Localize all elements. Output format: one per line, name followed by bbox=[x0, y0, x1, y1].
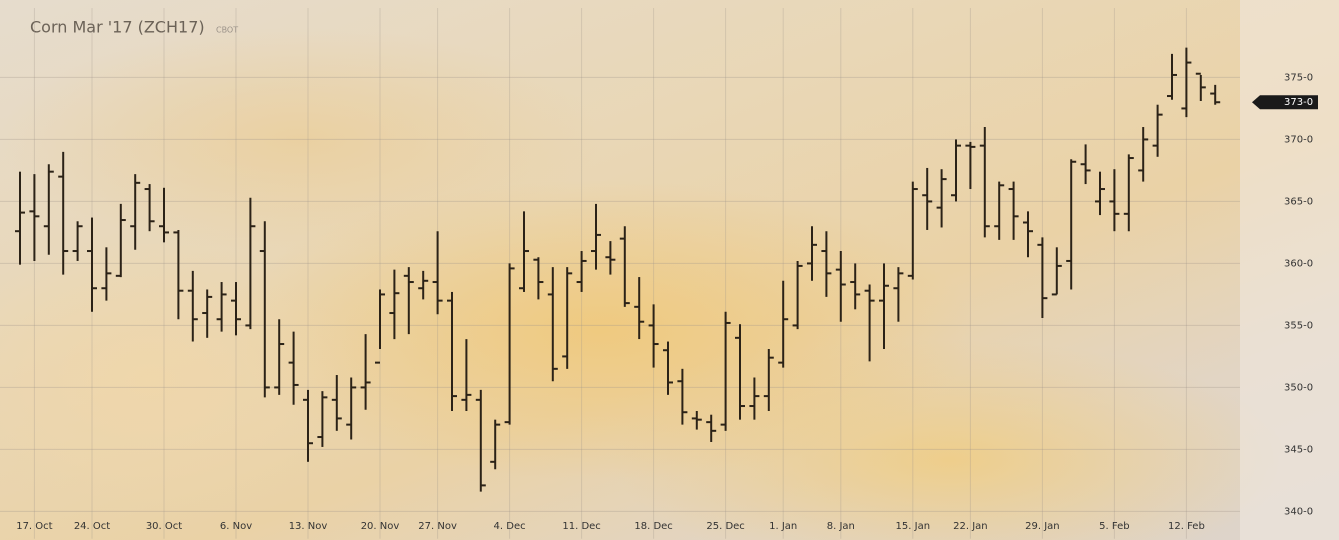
x-tick-label: 29. Jan bbox=[1025, 521, 1060, 532]
x-tick-label: 27. Nov bbox=[418, 521, 457, 532]
y-tick-label: 345-0 bbox=[1284, 444, 1313, 455]
x-tick-label: 4. Dec bbox=[494, 521, 526, 532]
chart-subtitle: CBOT bbox=[216, 26, 238, 35]
x-tick-label: 25. Dec bbox=[706, 521, 744, 532]
chart-title: Corn Mar '17 (ZCH17) bbox=[30, 18, 205, 37]
x-tick-label: 5. Feb bbox=[1099, 521, 1129, 532]
y-tick-label: 340-0 bbox=[1284, 506, 1313, 517]
x-tick-label: 24. Oct bbox=[74, 521, 110, 532]
x-tick-label: 20. Nov bbox=[361, 521, 400, 532]
x-tick-label: 22. Jan bbox=[953, 521, 988, 532]
axis-panel bbox=[1240, 0, 1339, 540]
x-tick-label: 12. Feb bbox=[1168, 521, 1205, 532]
y-tick-label: 350-0 bbox=[1284, 382, 1313, 393]
x-tick-label: 18. Dec bbox=[634, 521, 672, 532]
last-price-label: 373-0 bbox=[1284, 97, 1313, 108]
y-tick-label: 360-0 bbox=[1284, 258, 1313, 269]
x-tick-label: 17. Oct bbox=[16, 521, 52, 532]
x-tick-label: 30. Oct bbox=[146, 521, 182, 532]
y-tick-label: 365-0 bbox=[1284, 196, 1313, 207]
x-tick-label: 6. Nov bbox=[220, 521, 252, 532]
last-price-marker bbox=[1252, 95, 1318, 110]
x-tick-label: 8. Jan bbox=[827, 521, 855, 532]
y-tick-label: 375-0 bbox=[1284, 72, 1313, 83]
y-tick-label: 370-0 bbox=[1284, 134, 1313, 145]
x-tick-label: 15. Jan bbox=[896, 521, 931, 532]
x-tick-label: 13. Nov bbox=[289, 521, 328, 532]
x-tick-label: 11. Dec bbox=[562, 521, 600, 532]
x-tick-label: 1. Jan bbox=[769, 521, 797, 532]
y-tick-label: 355-0 bbox=[1284, 320, 1313, 331]
